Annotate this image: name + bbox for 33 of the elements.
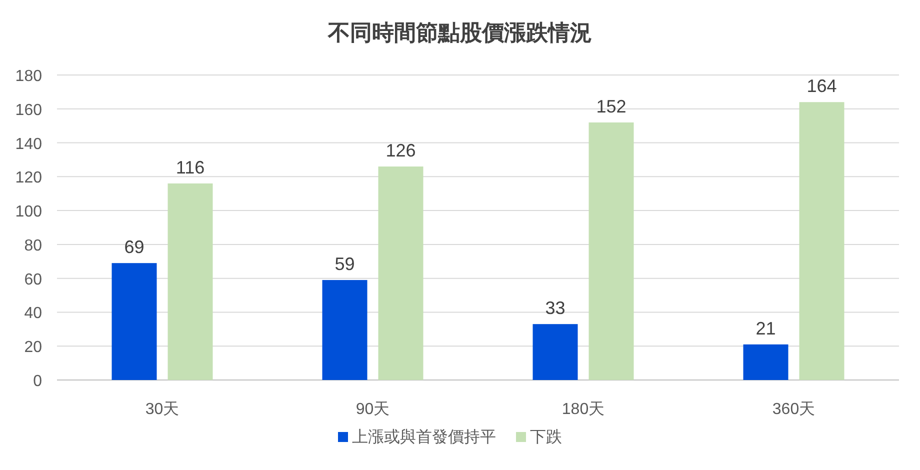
x-tick-label: 360天 (772, 401, 816, 418)
data-label: 164 (806, 76, 837, 96)
legend-label: 下跌 (530, 429, 562, 446)
x-tick-label: 30天 (145, 401, 180, 418)
y-tick-label: 140 (15, 136, 42, 153)
bar (532, 324, 578, 380)
y-tick-label: 20 (24, 339, 42, 356)
x-tick-label: 90天 (356, 401, 390, 418)
bar (378, 166, 424, 380)
x-tick-label: 180天 (562, 401, 605, 418)
data-label: 116 (176, 157, 205, 178)
data-label: 21 (756, 318, 776, 338)
data-label: 152 (596, 96, 626, 116)
bar (743, 344, 788, 380)
y-tick-label: 160 (15, 102, 42, 119)
bar (588, 122, 634, 380)
bar (799, 102, 844, 380)
bar (322, 280, 368, 380)
data-label: 33 (545, 298, 566, 318)
data-label: 126 (386, 140, 416, 160)
data-label: 59 (334, 254, 355, 274)
y-tick-label: 120 (15, 170, 42, 187)
y-tick-label: 0 (33, 373, 42, 390)
chart-title: 不同時間節點股價漲跌情況 (327, 20, 592, 45)
bar (112, 263, 157, 380)
y-tick-label: 100 (15, 204, 42, 221)
bar (168, 183, 213, 380)
y-tick-label: 40 (24, 305, 42, 322)
y-tick-label: 60 (24, 271, 42, 288)
data-label: 69 (124, 237, 144, 258)
y-tick-label: 80 (24, 237, 42, 254)
legend-label: 上漲或與首發價持平 (352, 428, 496, 446)
y-tick-label: 180 (15, 68, 42, 85)
